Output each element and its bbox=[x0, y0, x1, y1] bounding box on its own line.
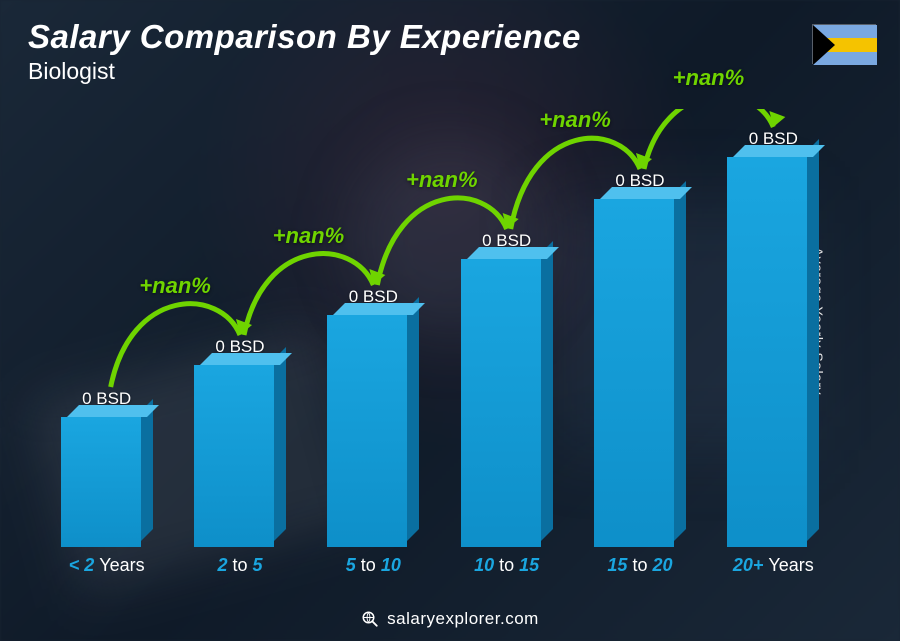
chart-subtitle: Biologist bbox=[28, 58, 581, 85]
globe-search-icon bbox=[361, 610, 379, 628]
bar-slot: 0 BSD bbox=[580, 171, 700, 547]
x-axis-label: 15 to 20 bbox=[580, 555, 700, 576]
x-axis-label: 2 to 5 bbox=[180, 555, 300, 576]
bar-slot: 0 BSD bbox=[47, 389, 167, 547]
x-axis-label: 5 to 10 bbox=[313, 555, 433, 576]
footer-text: salaryexplorer.com bbox=[387, 609, 539, 629]
footer-attribution: salaryexplorer.com bbox=[0, 609, 900, 629]
country-flag-bahamas bbox=[812, 24, 876, 64]
x-axis-label: 20+ Years bbox=[713, 555, 833, 576]
bar-slot: 0 BSD bbox=[313, 287, 433, 547]
delta-percent-label: +nan% bbox=[539, 107, 611, 133]
x-axis-label: 10 to 15 bbox=[447, 555, 567, 576]
bar-slot: 0 BSD bbox=[713, 129, 833, 547]
bar-slot: 0 BSD bbox=[180, 337, 300, 547]
bar-slot: 0 BSD bbox=[447, 231, 567, 547]
chart-title: Salary Comparison By Experience bbox=[28, 18, 581, 56]
x-axis-label: < 2 Years bbox=[47, 555, 167, 576]
delta-percent-label: +nan% bbox=[273, 223, 345, 249]
delta-percent-label: +nan% bbox=[406, 167, 478, 193]
delta-percent-label: +nan% bbox=[673, 65, 745, 91]
bar-chart: 0 BSD0 BSD0 BSD0 BSD0 BSD0 BSD < 2 Years… bbox=[40, 109, 840, 579]
delta-percent-label: +nan% bbox=[139, 273, 211, 299]
